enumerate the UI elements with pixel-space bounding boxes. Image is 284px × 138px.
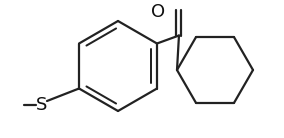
Text: O: O	[151, 3, 165, 21]
Text: S: S	[36, 96, 48, 114]
